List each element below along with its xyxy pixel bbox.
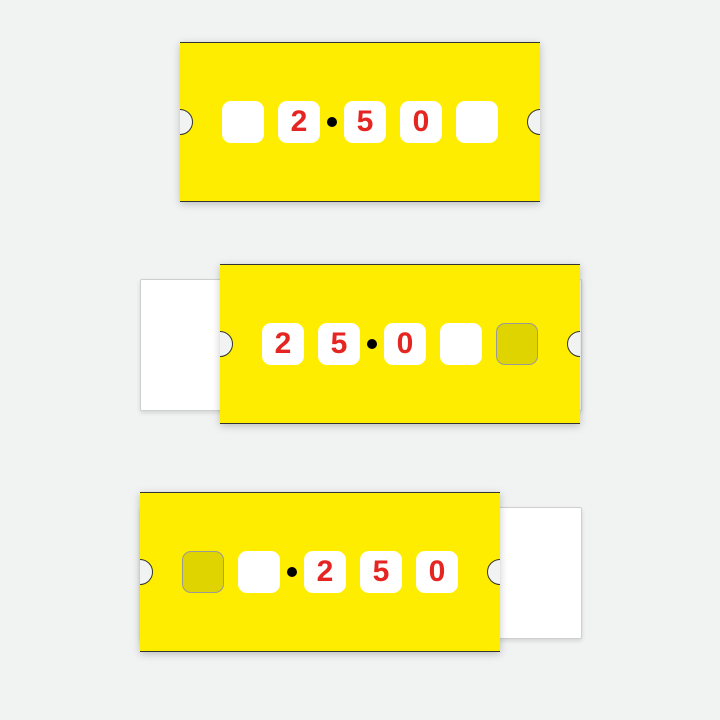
decimal-dot (367, 339, 377, 349)
digit-cell (238, 551, 280, 593)
cells-2: 2 5 0 (220, 264, 580, 424)
digit-cell (456, 101, 498, 143)
digit-cell: 5 (360, 551, 402, 593)
digit-cell: 2 (278, 101, 320, 143)
card-3: 2 5 0 (140, 492, 500, 652)
digit-cell: 5 (318, 323, 360, 365)
digit-cell: 0 (416, 551, 458, 593)
digit-cell: 2 (262, 323, 304, 365)
digit-cell: 5 (344, 101, 386, 143)
cells-3: 2 5 0 (140, 492, 500, 652)
cells-1: 2 5 0 (180, 42, 540, 202)
digit-cell: 2 (304, 551, 346, 593)
digit-cell: 0 (384, 323, 426, 365)
card-1: 2 5 0 (180, 42, 540, 202)
decimal-dot (287, 567, 297, 577)
digit-cell: 0 (400, 101, 442, 143)
diagram-stage: 2 5 0 2 (0, 0, 720, 720)
decimal-dot (327, 117, 337, 127)
hidden-cell (182, 551, 224, 593)
digit-cell (440, 323, 482, 365)
digit-cell (222, 101, 264, 143)
card-2: 2 5 0 (220, 264, 580, 424)
hidden-cell (496, 323, 538, 365)
